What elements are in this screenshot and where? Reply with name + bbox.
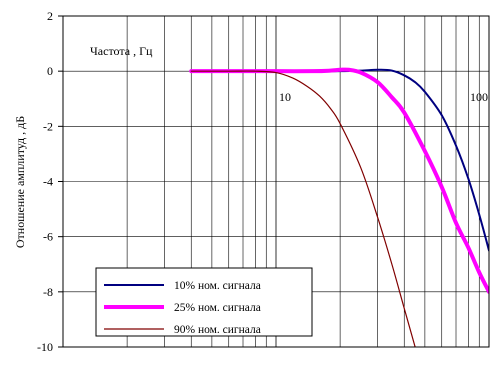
series-line-2 — [189, 67, 489, 294]
x-axis-ticks: 10 100 — [279, 90, 488, 104]
y-tick-label: -6 — [43, 230, 53, 244]
y-tick-label: 2 — [47, 9, 53, 23]
y-tick-label: -4 — [43, 175, 53, 189]
legend-label-3: 90% ном. сигнала — [174, 324, 261, 336]
y-tick-label: -2 — [43, 119, 53, 133]
y-axis-ticks: 2 0 -2 -4 -6 -8 -10 — [37, 9, 63, 354]
legend: 10% ном. сигнала 25% ном. сигнала 90% ном.… — [95, 267, 313, 337]
x-tick-label: 10 — [279, 90, 291, 104]
y-tick-label: -8 — [43, 285, 53, 299]
y-tick-label: -10 — [37, 340, 53, 354]
x-axis-label: Частота , Гц — [90, 44, 153, 58]
legend-label-1: 10% ном. сигнала — [174, 280, 261, 292]
data-series — [189, 67, 489, 347]
y-axis-label: Отношение амплитуд , дБ — [13, 116, 27, 248]
plot-frame — [62, 15, 490, 348]
x-tick-label: 100 — [470, 90, 488, 104]
y-tick-label: 0 — [47, 64, 53, 78]
legend-box — [95, 267, 313, 337]
legend-label-2: 25% ном. сигнала — [174, 302, 261, 314]
series-line-3 — [190, 70, 416, 347]
